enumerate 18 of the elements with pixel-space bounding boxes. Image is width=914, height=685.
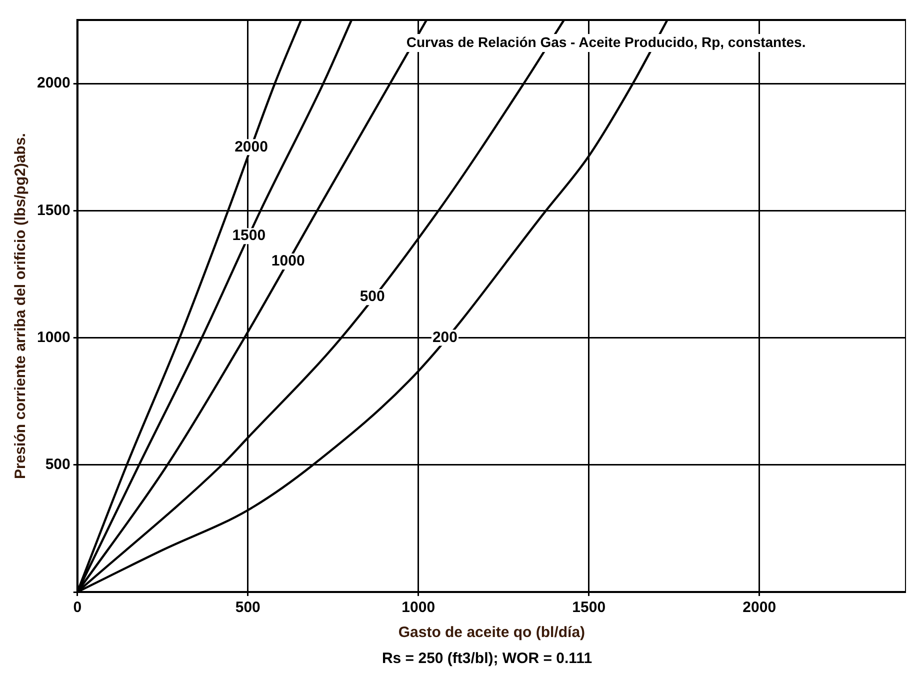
y-tick-label: 1500	[36, 202, 70, 219]
x-axis-title: Gasto de aceite qo (bl/día)	[398, 624, 586, 642]
y-tick-label: 500	[45, 456, 70, 474]
y-tick-label: 1000	[36, 328, 70, 346]
y-tick-label: 2000	[36, 74, 70, 92]
annotation: 1000	[271, 252, 305, 270]
x-tick-label: 500	[235, 599, 260, 616]
annotation: 200	[432, 328, 458, 346]
text: Rs = 250 (ft3/bl); WOR = 0.111	[380, 650, 594, 667]
y-axis-title: Presión corriente arriba del orificio (lbs/pg2)abs.	[12, 133, 30, 479]
x-tick-label: 0	[73, 599, 82, 616]
annotation: 2000	[234, 138, 268, 156]
annotation: 500	[360, 288, 385, 306]
annotation: 1500	[232, 227, 266, 244]
x-tick-label: 2000	[742, 599, 776, 616]
x-tick-label: 1000	[402, 599, 436, 616]
x-tick-label: 1500	[572, 599, 606, 616]
annotation: Curvas de Relación Gas - Aceite Producido, Rp, constantes.	[406, 34, 806, 50]
